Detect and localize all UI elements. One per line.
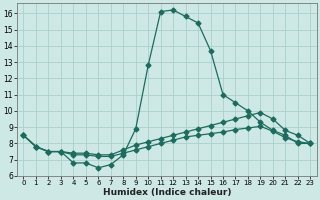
X-axis label: Humidex (Indice chaleur): Humidex (Indice chaleur): [103, 188, 231, 197]
